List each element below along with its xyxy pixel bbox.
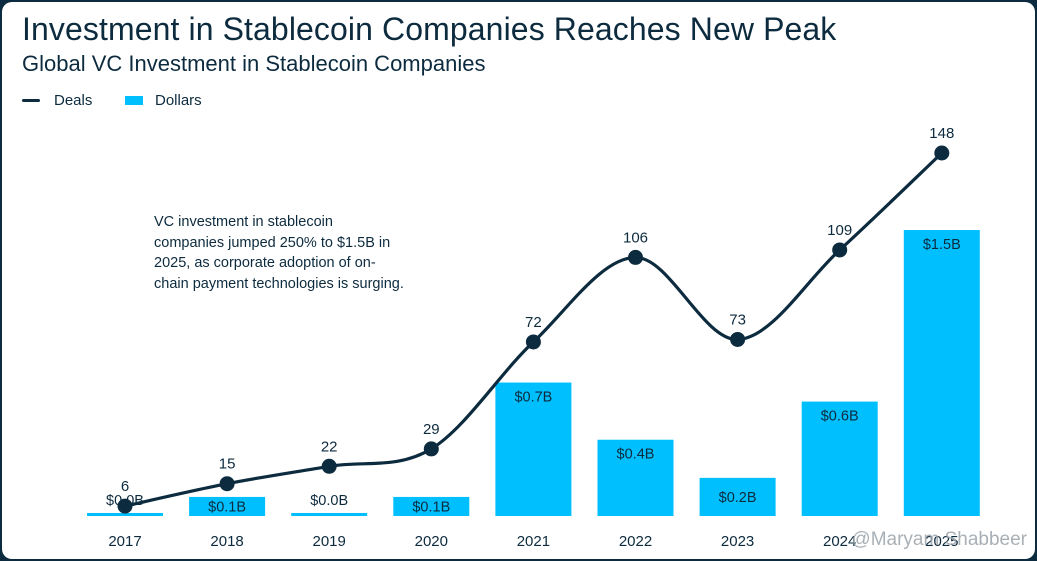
deal-point-2021 [525,334,541,350]
legend-item-deals: Deals [22,92,92,109]
x-tick-label-2019: 2019 [313,533,346,550]
x-tick-label-2025: 2025 [925,533,958,550]
deal-label-2023: 73 [729,311,746,328]
deal-point-2020 [423,441,439,457]
bar-2025 [903,230,980,516]
deal-label-2020: 29 [423,421,440,438]
x-tick-label-2018: 2018 [210,533,243,550]
bar-2022 [597,439,674,516]
annotation-text: VC investment in stablecoin companies ju… [154,214,404,292]
x-tick-label-2024: 2024 [823,533,856,550]
bar-label-2019: $0.0B [310,493,348,509]
x-tick-label-2020: 2020 [415,533,448,550]
deal-label-2018: 15 [219,456,236,473]
bar-2017 [87,513,163,516]
deal-point-2024 [832,242,848,258]
bar-label-2018: $0.1B [208,499,246,515]
bar-label-2025: $1.5B [923,237,961,253]
bar-2020 [393,496,470,516]
deal-point-2025 [934,145,950,161]
x-tick-label-2017: 2017 [108,533,141,550]
bar-label-2021: $0.7B [514,390,552,406]
x-tick-label-2023: 2023 [721,533,754,550]
deal-label-2017: 6 [121,478,129,495]
legend-label-dollars: Dollars [155,92,202,109]
bar-2021 [495,382,572,516]
deal-label-2021: 72 [525,314,542,331]
deal-point-2019 [321,458,337,474]
legend-line-swatch [22,99,40,102]
chart-subtitle: Global VC Investment in Stablecoin Compa… [22,51,486,76]
deal-label-2024: 109 [827,222,852,239]
bar-2018 [189,496,266,516]
deal-label-2019: 22 [321,438,338,455]
deal-point-2017 [117,498,133,514]
deal-label-2022: 106 [623,229,648,246]
bar-label-2024: $0.6B [821,409,859,425]
bar-2023 [699,477,776,516]
bar-label-2022: $0.4B [617,447,655,463]
legend-bar-swatch [125,96,143,105]
x-tick-label-2022: 2022 [619,533,652,550]
deal-label-2025: 148 [929,125,954,142]
deal-point-2018 [219,476,235,492]
deal-point-2023 [730,331,746,347]
bar-2019 [291,513,368,516]
legend-label-deals: Deals [54,92,93,109]
chart-title: Investment in Stablecoin Companies Reach… [22,11,837,47]
legend-item-dollars: Dollars [125,92,202,109]
deals-line [123,151,944,508]
bar-2024 [801,401,878,516]
x-tick-label-2021: 2021 [517,533,550,550]
bar-label-2020: $0.1B [412,499,450,515]
watermark: @Maryam Shabbeer [851,529,1027,550]
bar-label-2023: $0.2B [719,490,757,506]
deal-point-2022 [628,249,643,265]
